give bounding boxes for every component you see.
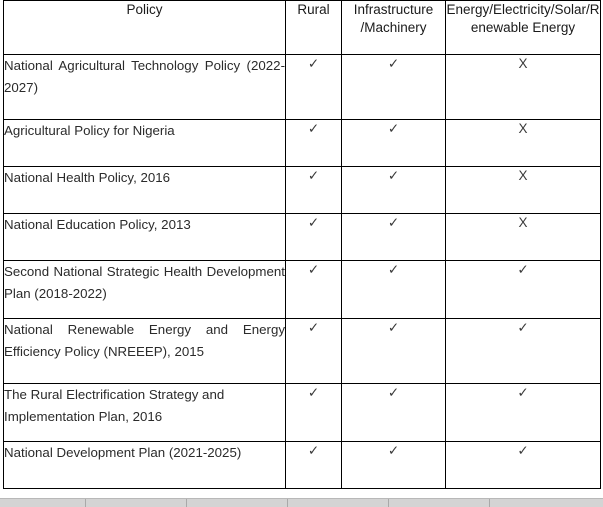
policy-name-cell: The Rural Electrification Strategy and I… [3,383,286,442]
strip-tick [388,499,389,507]
table-row: National Health Policy, 2016 ✓ ✓ X [3,166,601,214]
rural-mark-cell: ✓ [285,213,342,261]
column-header-rural: Rural [285,0,342,55]
table-body: National Agricultural Technology Policy … [3,54,601,489]
table-header: Policy Rural Infrastructure /Machinery E… [3,0,601,55]
energy-mark-cell: X [445,166,601,214]
rural-mark-cell: ✓ [285,166,342,214]
policy-coverage-table: Policy Rural Infrastructure /Machinery E… [3,0,601,489]
rural-mark-cell: ✓ [285,441,342,489]
column-header-infrastructure: Infrastructure /Machinery [341,0,446,55]
column-header-energy: Energy/Electricity/Solar/Renewable Energ… [445,0,601,55]
table-header-row: Policy Rural Infrastructure /Machinery E… [3,0,601,55]
column-header-rural-label: Rural [297,2,330,17]
table-row: The Rural Electrification Strategy and I… [3,383,601,442]
policy-name-cell: National Renewable Energy and Energy Eff… [3,318,286,384]
infrastructure-mark-cell: ✓ [341,441,446,489]
table-row: National Renewable Energy and Energy Eff… [3,318,601,384]
infrastructure-mark-cell: ✓ [341,119,446,167]
column-header-policy-label: Policy [126,2,163,17]
table-row: Agricultural Policy for Nigeria ✓ ✓ X [3,119,601,167]
infrastructure-mark-cell: ✓ [341,383,446,442]
energy-mark-cell: X [445,54,601,120]
infrastructure-mark-cell: ✓ [341,318,446,384]
policy-name-cell: National Agricultural Technology Policy … [3,54,286,120]
policy-name-cell: Agricultural Policy for Nigeria [3,119,286,167]
infrastructure-mark-cell: ✓ [341,213,446,261]
column-header-infrastructure-label: Infrastructure /Machinery [353,2,434,35]
infrastructure-mark-cell: ✓ [341,166,446,214]
strip-tick [287,499,288,507]
policy-name-cell: National Development Plan (2021-2025) [3,441,286,489]
energy-mark-cell: ✓ [445,441,601,489]
table-row: Second National Strategic Health Develop… [3,260,601,319]
rural-mark-cell: ✓ [285,119,342,167]
infrastructure-mark-cell: ✓ [341,54,446,120]
policy-name-cell: National Health Policy, 2016 [3,166,286,214]
energy-mark-cell: ✓ [445,383,601,442]
energy-mark-cell: X [445,119,601,167]
energy-mark-cell: X [445,213,601,261]
policy-name-cell: Second National Strategic Health Develop… [3,260,286,319]
rural-mark-cell: ✓ [285,318,342,384]
column-header-policy: Policy [3,0,286,55]
table-row: National Development Plan (2021-2025) ✓ … [3,441,601,489]
column-header-energy-label: Energy/Electricity/Solar/Renewable Energ… [446,2,600,35]
energy-mark-cell: ✓ [445,260,601,319]
infrastructure-mark-cell: ✓ [341,260,446,319]
rural-mark-cell: ✓ [285,260,342,319]
strip-tick [186,499,187,507]
strip-tick [489,499,490,507]
table-row: National Agricultural Technology Policy … [3,54,601,120]
page-bottom-strip [0,498,603,507]
strip-tick [85,499,86,507]
policy-name-cell: National Education Policy, 2013 [3,213,286,261]
table-row: National Education Policy, 2013 ✓ ✓ X [3,213,601,261]
rural-mark-cell: ✓ [285,54,342,120]
rural-mark-cell: ✓ [285,383,342,442]
energy-mark-cell: ✓ [445,318,601,384]
